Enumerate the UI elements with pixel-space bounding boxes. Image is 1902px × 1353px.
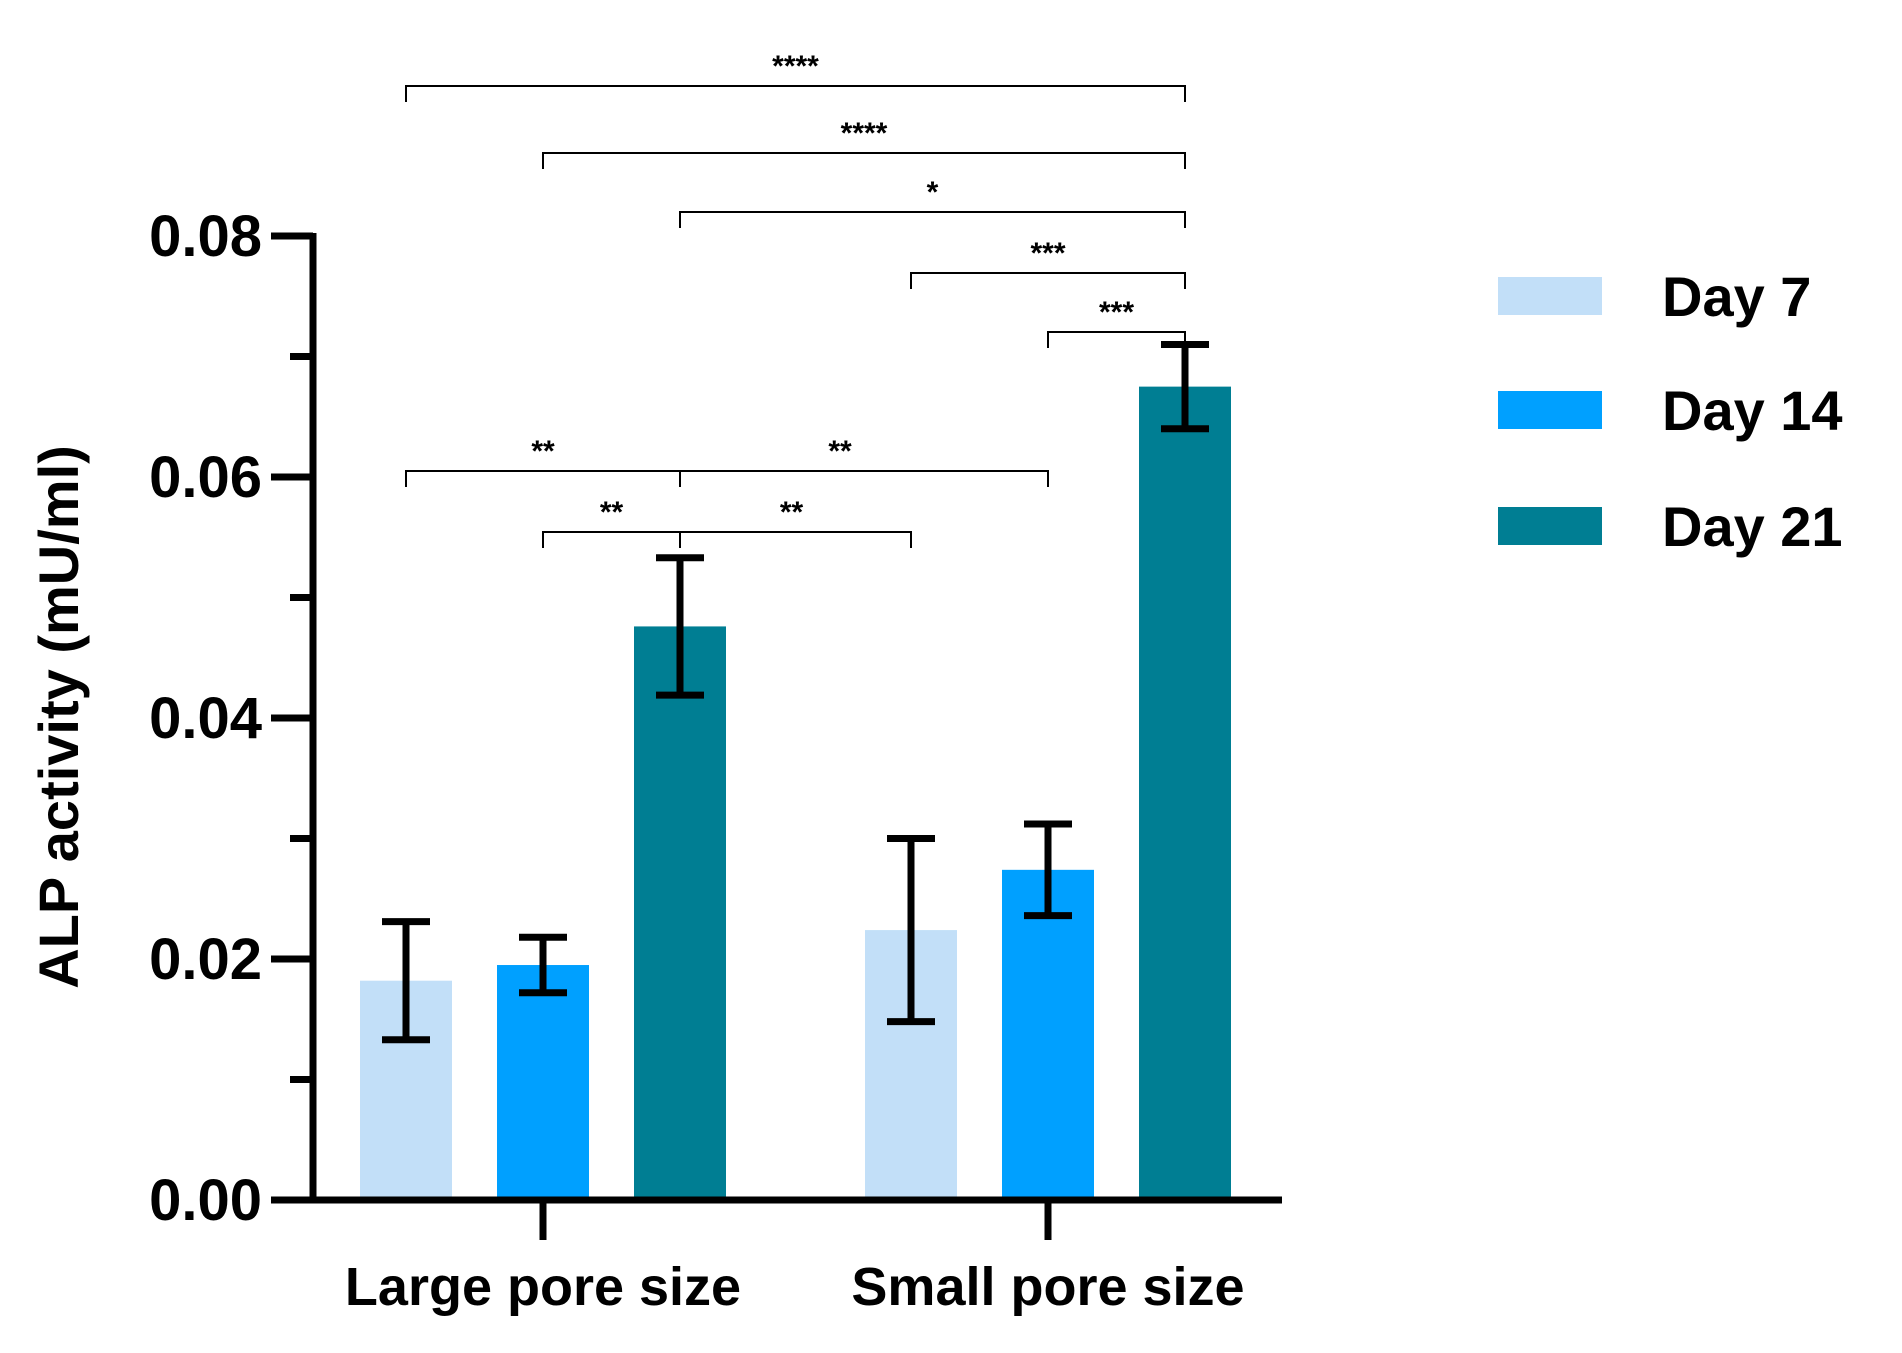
y-axis-title: ALP activity (mU/ml): [27, 445, 90, 989]
bracket-line: [679, 211, 1186, 228]
y-tick-label: 0.08: [149, 204, 262, 269]
error-bar: [519, 933, 567, 997]
y-tick-label: 0.02: [149, 927, 262, 992]
significance-label: ***: [1099, 296, 1134, 329]
y-tick-label: 0.06: [149, 445, 262, 510]
significance-bracket: ****: [405, 50, 1186, 102]
bracket-line: [405, 470, 681, 487]
error-bar: [656, 554, 704, 699]
y-tick-label: 0.04: [149, 686, 262, 751]
bracket-line: [679, 531, 912, 548]
error-bar: [1024, 820, 1072, 920]
significance-label: ***: [1030, 237, 1065, 270]
bracket-line: [910, 272, 1186, 289]
significance-bracket: **: [679, 496, 912, 548]
legend-swatch: [1498, 391, 1602, 429]
significance-bracket: *: [679, 176, 1186, 228]
bar-day-14-large: [497, 965, 589, 1200]
significance-bracket: ***: [1047, 296, 1186, 348]
significance-brackets: ***********************: [405, 50, 1186, 548]
legend-item: Day 7: [1498, 265, 1811, 328]
significance-label: **: [531, 435, 555, 468]
axes: 0.00 0.02 0.04 0.06 0.08 Large pore size Small…: [149, 204, 1282, 1317]
legend-swatch: [1498, 277, 1602, 315]
legend-label: Day 14: [1662, 379, 1843, 442]
legend-swatch: [1498, 507, 1602, 545]
legend: Day 7 Day 14 Day 21: [1498, 265, 1843, 558]
significance-label: *: [927, 176, 939, 209]
significance-label: **: [600, 496, 624, 529]
bar-day-14-small: [1002, 869, 1094, 1200]
x-category-label: Large pore size: [345, 1257, 741, 1317]
bracket-line: [405, 85, 1186, 102]
error-bar: [887, 835, 935, 1026]
legend-label: Day 7: [1662, 265, 1811, 328]
legend-label: Day 21: [1662, 495, 1843, 558]
bar-day-21-large: [634, 626, 726, 1200]
significance-bracket: **: [679, 435, 1049, 487]
bracket-line: [542, 152, 1186, 169]
legend-item: Day 21: [1498, 495, 1843, 558]
significance-bracket: **: [542, 496, 681, 548]
bracket-line: [679, 470, 1049, 487]
significance-bracket: ***: [910, 237, 1186, 289]
significance-label: **: [780, 496, 804, 529]
significance-label: **: [828, 435, 852, 468]
significance-bracket: **: [405, 435, 681, 487]
error-bar: [1161, 340, 1209, 433]
error-bars: [382, 340, 1209, 1044]
error-bar: [382, 918, 430, 1044]
significance-label: ****: [772, 50, 819, 83]
legend-item: Day 14: [1498, 379, 1843, 442]
bracket-line: [1047, 331, 1186, 348]
bracket-line: [542, 531, 681, 548]
x-category-label: Small pore size: [851, 1257, 1244, 1317]
significance-label: ****: [841, 117, 888, 150]
significance-bracket: ****: [542, 117, 1186, 169]
bar-day-21-small: [1139, 386, 1231, 1200]
y-tick-label: 0.00: [149, 1168, 262, 1233]
